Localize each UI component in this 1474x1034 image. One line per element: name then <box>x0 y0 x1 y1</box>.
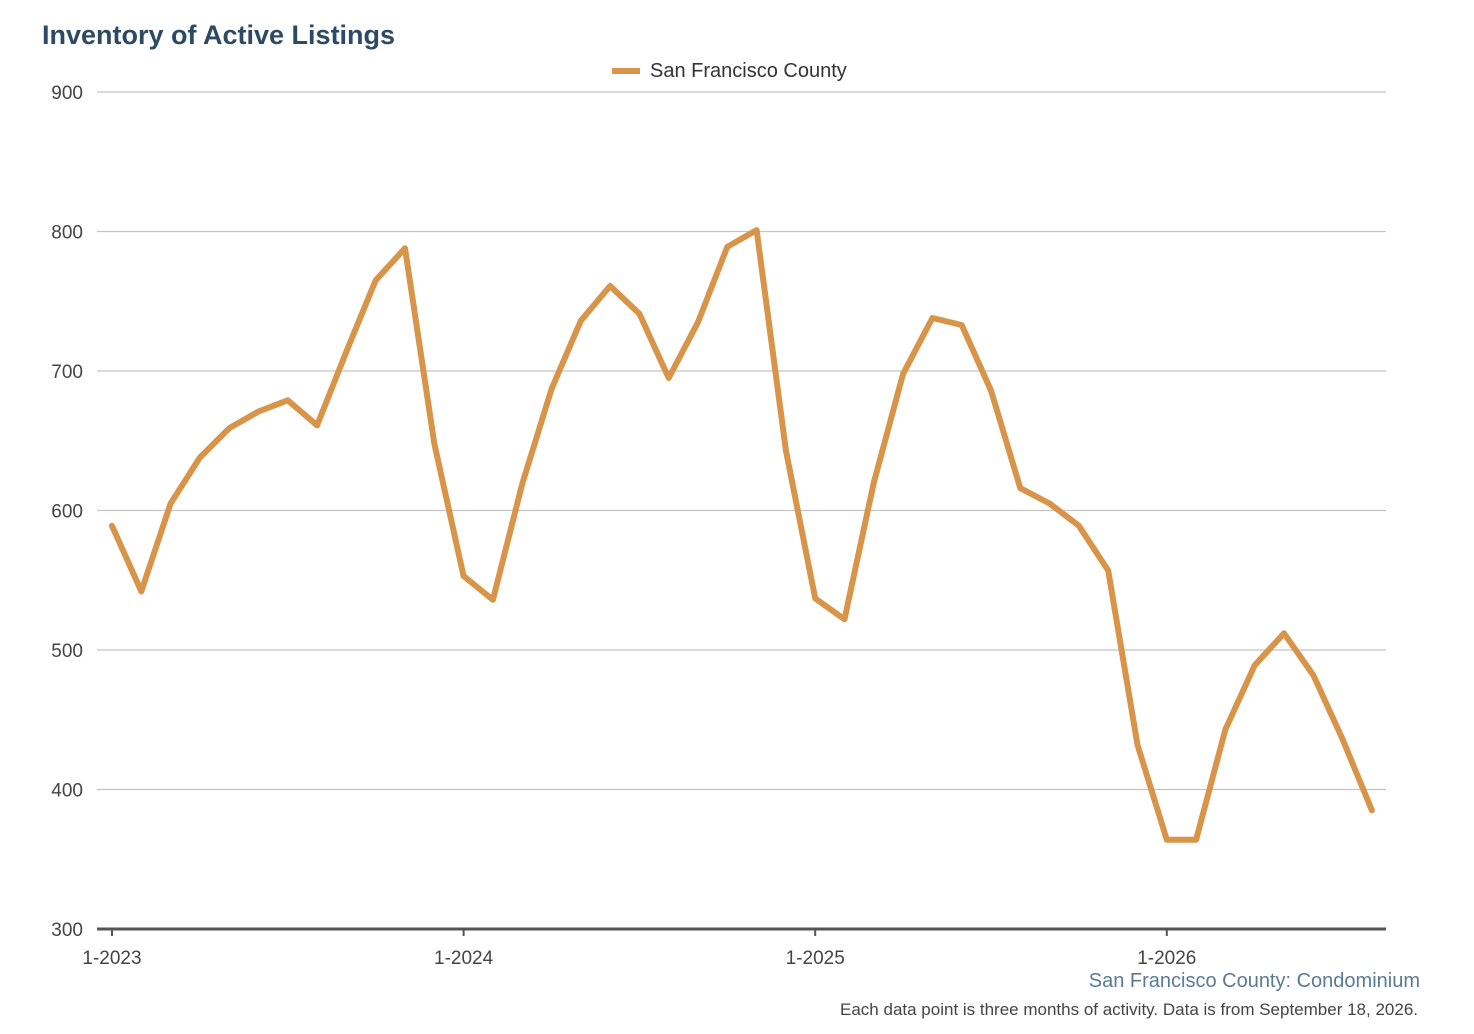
chart-subtitle: San Francisco County: Condominium <box>1088 970 1420 992</box>
data-point <box>315 423 320 428</box>
data-point <box>1252 663 1257 668</box>
data-point <box>1164 837 1169 842</box>
y-tick-label-500: 500 <box>51 641 83 662</box>
data-point <box>110 523 115 528</box>
data-point <box>930 315 935 320</box>
data-point <box>1135 742 1140 747</box>
x-tick-label-1-2025: 1-2025 <box>786 948 845 969</box>
data-point <box>666 375 671 380</box>
data-point <box>373 278 378 283</box>
data-point <box>637 311 642 316</box>
series-layer <box>109 227 1375 843</box>
data-point <box>1369 808 1374 813</box>
data-point <box>197 455 202 460</box>
data-point <box>989 388 994 393</box>
data-point <box>461 574 466 579</box>
data-point <box>549 387 554 392</box>
chart-title: Inventory of Active Listings <box>42 20 396 50</box>
data-point <box>608 283 613 288</box>
data-point <box>754 228 759 233</box>
x-tick-label-1-2023: 1-2023 <box>82 948 141 969</box>
data-point <box>256 409 261 414</box>
y-tick-label-300: 300 <box>51 920 83 941</box>
data-point <box>227 426 232 431</box>
data-point <box>1194 837 1199 842</box>
series-line-0 <box>109 227 1375 843</box>
y-axis-ticks: 300 400 500 600 700 800 900 <box>51 83 83 941</box>
data-point <box>959 322 964 327</box>
data-point <box>490 597 495 602</box>
data-point <box>432 441 437 446</box>
data-point <box>1076 523 1081 528</box>
data-point <box>1106 568 1111 573</box>
gridlines <box>97 91 1386 791</box>
data-point <box>403 246 408 251</box>
y-tick-label-700: 700 <box>51 362 83 383</box>
y-tick-label-800: 800 <box>51 223 83 244</box>
data-point <box>1047 501 1052 506</box>
data-point <box>578 318 583 323</box>
data-point <box>1223 727 1228 732</box>
legend-swatch <box>612 68 640 74</box>
y-tick-label-900: 900 <box>51 83 83 104</box>
data-point <box>168 501 173 506</box>
chart-footnote: Each data point is three months of activ… <box>840 1000 1418 1019</box>
x-tick-label-1-2026: 1-2026 <box>1137 948 1196 969</box>
data-point <box>783 448 788 453</box>
data-point <box>842 617 847 622</box>
data-point <box>139 589 144 594</box>
x-axis: 1-2023 1-2024 1-2025 1-2026 <box>82 927 1386 969</box>
data-point <box>1311 673 1316 678</box>
y-tick-label-400: 400 <box>51 781 83 802</box>
legend-label: San Francisco County <box>650 59 847 82</box>
data-point <box>520 481 525 486</box>
data-point <box>285 398 290 403</box>
data-point <box>725 244 730 249</box>
legend: San Francisco County <box>612 58 847 84</box>
data-point <box>696 320 701 325</box>
data-point <box>901 371 906 376</box>
data-point <box>1282 631 1287 636</box>
data-point <box>1018 486 1023 491</box>
data-point <box>813 596 818 601</box>
data-point <box>1340 737 1345 742</box>
data-point <box>344 349 349 354</box>
data-point <box>871 480 876 485</box>
x-tick-label-1-2024: 1-2024 <box>434 948 494 969</box>
y-tick-label-600: 600 <box>51 502 83 523</box>
